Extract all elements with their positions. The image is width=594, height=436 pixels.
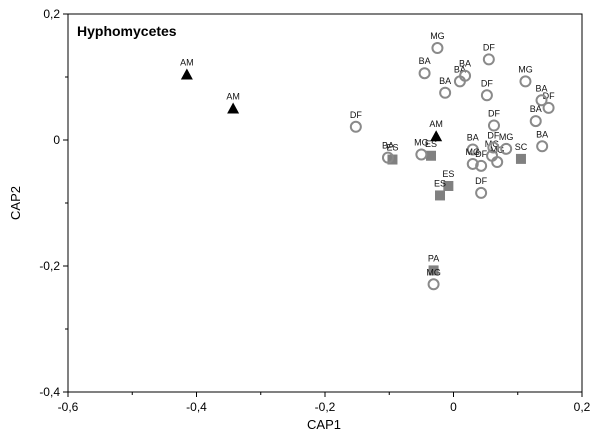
point-label: PA [428, 253, 439, 263]
point-circle-marker [482, 53, 495, 66]
point-circle-marker [466, 157, 479, 170]
y-axis-title: CAP2 [8, 186, 23, 220]
point-circle-marker [475, 186, 488, 199]
point-label: AM [429, 119, 443, 129]
x-tick-label: 0,2 [574, 400, 591, 414]
point-label: SC [515, 142, 528, 152]
x-tick-label: -0,4 [186, 400, 207, 414]
point-circle-marker [500, 142, 513, 155]
point-circle-marker [535, 94, 548, 107]
point-label: BA [439, 76, 451, 86]
point-square-marker [428, 265, 439, 276]
y-tick-label: -0,2 [39, 259, 60, 273]
point-circle-marker [381, 151, 394, 164]
point-circle-marker [431, 42, 444, 55]
y-tick-label: 0 [53, 133, 60, 147]
point-circle-marker [487, 119, 500, 132]
point-circle-marker [475, 159, 488, 172]
point-label: BA [467, 132, 479, 142]
point-label: DF [543, 91, 555, 101]
x-tick-label: -0,6 [58, 400, 79, 414]
point-label: DF [475, 149, 487, 159]
y-tick-label: -0,4 [39, 385, 60, 399]
axes: -0,6 -0,4 -0,2 0 0,2-0,4-0,200,2 [39, 7, 590, 414]
point-label: MG [430, 31, 445, 41]
point-label: MG [518, 64, 533, 74]
point-label: AM [180, 57, 194, 67]
point-label: ES [442, 169, 454, 179]
point-label: DF [350, 110, 362, 120]
y-tick-label: 0,2 [43, 7, 60, 21]
point-label: MG [499, 132, 514, 142]
point-label: ES [425, 139, 437, 149]
point-circle-marker [349, 120, 362, 133]
point-label: DF [483, 42, 495, 52]
point-label: AM [226, 92, 240, 102]
point-label: BA [530, 104, 542, 114]
point-triangle-marker [430, 130, 443, 142]
point-label: BA [459, 59, 471, 69]
point-label: DF [475, 176, 487, 186]
point-triangle-marker [227, 102, 240, 114]
point-circle-marker [536, 140, 549, 153]
point-label: ES [386, 143, 398, 153]
x-tick-label: -0,2 [315, 400, 336, 414]
point-circle-marker [466, 143, 479, 156]
point-label: BA [419, 56, 431, 66]
point-circle-marker [415, 148, 428, 161]
point-label: DF [487, 131, 499, 141]
plot-area [68, 14, 582, 392]
point-square-marker [426, 150, 437, 161]
point-square-marker [443, 180, 454, 191]
point-square-marker [515, 153, 526, 164]
point-label: BA [382, 141, 394, 151]
point-label: DF [481, 78, 493, 88]
point-circle-marker [519, 75, 532, 88]
point-circle-marker [459, 69, 472, 82]
point-circle-marker [427, 278, 440, 291]
point-circle-marker [491, 156, 504, 169]
point-label: BA [536, 83, 548, 93]
point-circle-marker [529, 115, 542, 128]
point-label: MG [485, 139, 500, 149]
point-label: ES [434, 178, 446, 188]
point-circle-marker [480, 89, 493, 102]
chart-title: Hyphomycetes [77, 23, 177, 39]
point-label: MG [466, 147, 481, 157]
point-label: MG [426, 267, 441, 277]
point-circle-marker [542, 101, 555, 114]
point-triangle-marker [180, 68, 193, 80]
point-label: MG [414, 137, 429, 147]
point-circle-marker [487, 141, 500, 154]
x-tick-label: 0 [450, 400, 457, 414]
point-label: BA [454, 64, 466, 74]
point-label: BA [536, 129, 548, 139]
point-square-marker [435, 190, 446, 201]
point-label: DF [488, 109, 500, 119]
point-circle-marker [439, 86, 452, 99]
x-axis-title: CAP1 [307, 417, 341, 432]
point-circle-marker [418, 67, 431, 80]
